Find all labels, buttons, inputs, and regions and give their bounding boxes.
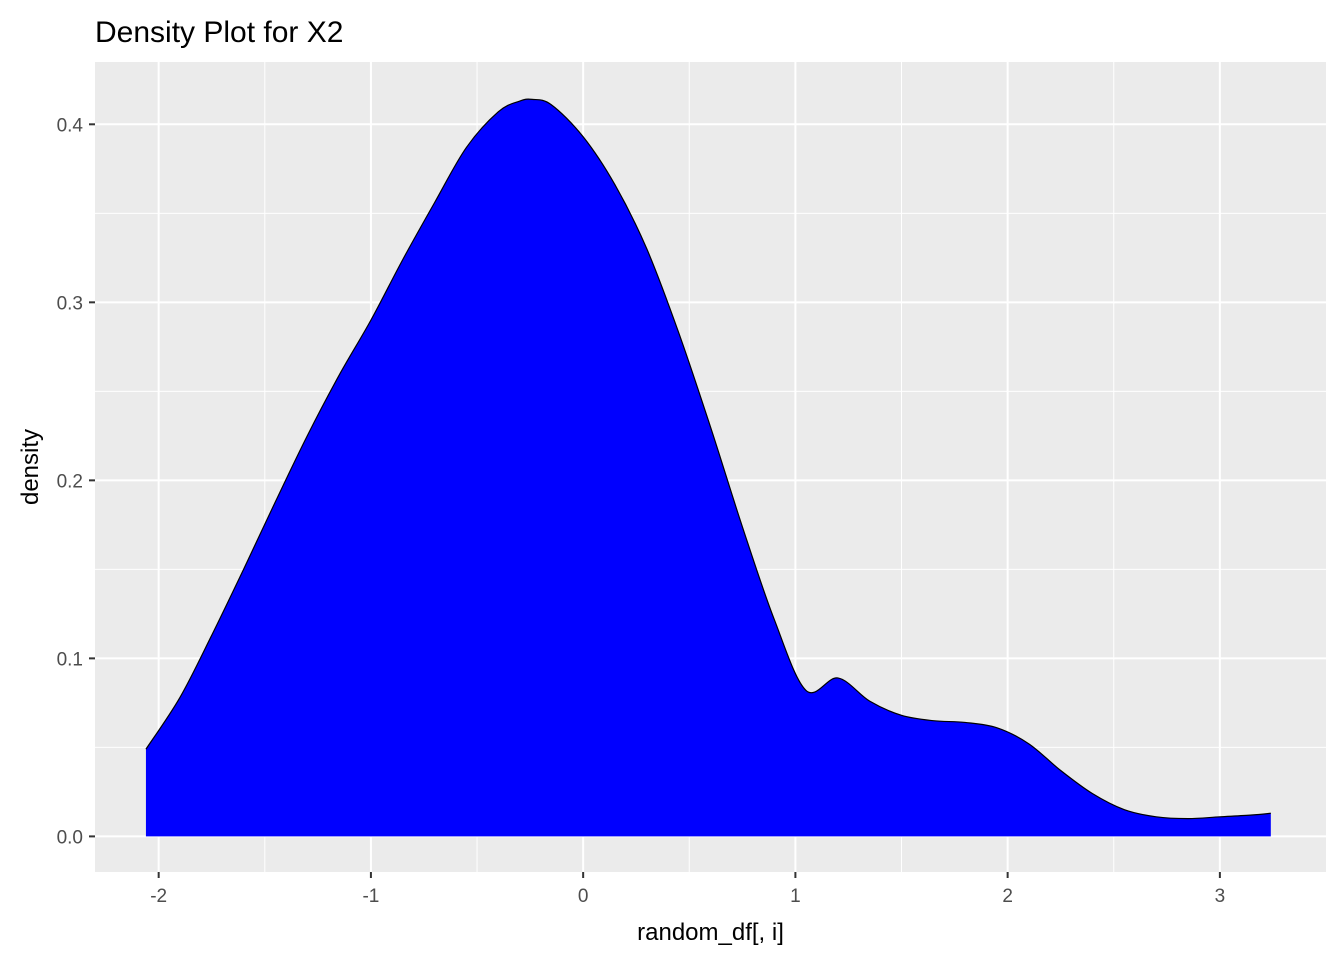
y-tick-label: 0.1 xyxy=(57,649,83,670)
x-tick-label: 0 xyxy=(578,886,589,907)
x-tick-label: 3 xyxy=(1215,886,1226,907)
x-tick-label: -1 xyxy=(362,886,379,907)
y-tick-label: 0.4 xyxy=(57,115,84,136)
x-tick-label: -2 xyxy=(150,886,167,907)
density-area xyxy=(145,99,1271,837)
density-outline xyxy=(145,98,1271,820)
chart-title: Density Plot for X2 xyxy=(95,16,343,49)
x-tick-label: 2 xyxy=(1002,886,1013,907)
y-tick-label: 0.2 xyxy=(57,471,83,492)
y-tick-label: 0.0 xyxy=(57,827,83,848)
x-axis: -2 -1 0 1 2 3 xyxy=(150,872,1225,907)
y-tick-label: 0.3 xyxy=(57,293,83,314)
x-tick-label: 1 xyxy=(790,886,801,907)
x-axis-title: random_df[, i] xyxy=(637,919,784,946)
y-axis-title: density xyxy=(17,429,44,505)
y-axis: 0.0 0.1 0.2 0.3 0.4 xyxy=(57,115,95,848)
